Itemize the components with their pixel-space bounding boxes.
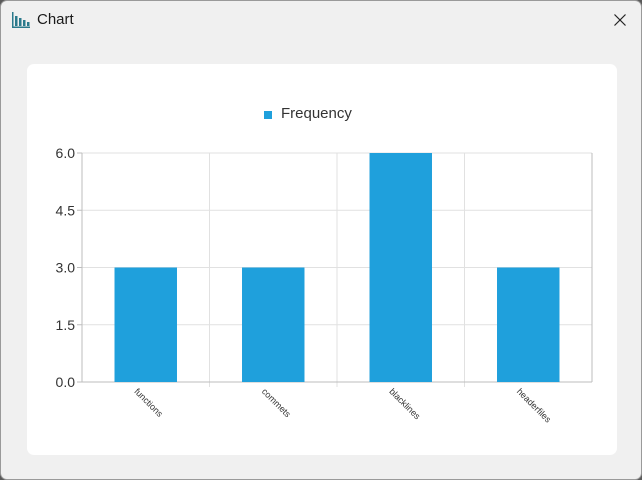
- close-icon: [614, 14, 626, 26]
- bar-blacklines: [369, 153, 432, 382]
- legend-label: Frequency: [281, 105, 352, 122]
- y-tick-label: 1.5: [56, 317, 76, 333]
- y-tick-label: 3.0: [56, 260, 76, 276]
- chart-view: Frequency 0.0 1.5 3.0 4.5 6.0 functions commet…: [27, 64, 617, 455]
- bar-functions: [114, 267, 177, 382]
- bar-commets: [242, 267, 305, 382]
- bar-headerfiles: [497, 267, 560, 382]
- bar-chart-icon: [12, 12, 30, 28]
- title-bar[interactable]: Chart: [1, 1, 641, 39]
- x-tick-label: commets: [260, 386, 293, 419]
- legend-swatch: [264, 111, 272, 119]
- x-tick-label: functions: [132, 386, 165, 419]
- x-tick-label: headerfiles: [515, 386, 554, 425]
- y-tick-label: 4.5: [56, 202, 76, 218]
- bar-chart: 0.0 1.5 3.0 4.5 6.0 functions commets blackline…: [56, 145, 593, 425]
- y-tick-label: 0.0: [56, 374, 76, 390]
- x-tick-label: blacklines: [387, 386, 422, 421]
- window-title: Chart: [37, 11, 74, 28]
- y-tick-label: 6.0: [56, 145, 76, 161]
- close-button[interactable]: [597, 1, 641, 39]
